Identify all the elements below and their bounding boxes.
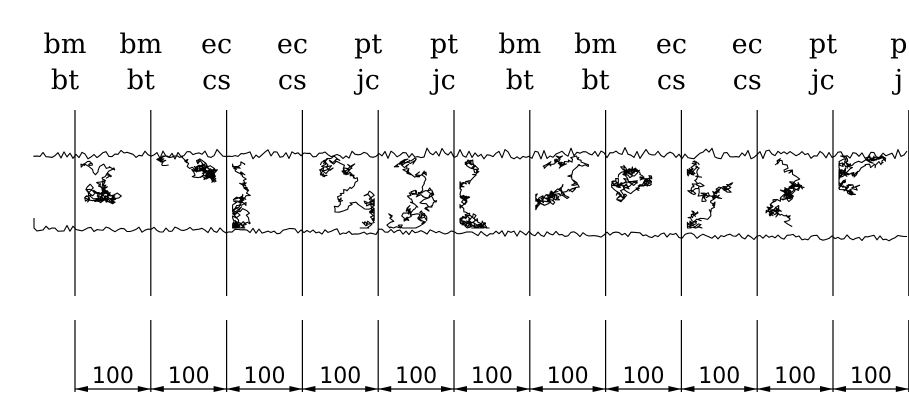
column-label-top: pt bbox=[809, 29, 837, 60]
column-labels: bm bt bm bt ec cs ec cs pt jc pt jc bm bt bm bt ec cs ec cs… bbox=[44, 29, 908, 96]
dimension-label: 100 bbox=[244, 364, 286, 389]
column-label-bottom: jc bbox=[808, 65, 835, 96]
arrowhead-right bbox=[820, 386, 833, 392]
divider-lines bbox=[75, 110, 909, 296]
dimension-label: 100 bbox=[547, 364, 589, 389]
arrowhead-left bbox=[681, 386, 694, 392]
arrowhead-left bbox=[227, 386, 240, 392]
arrowhead-right bbox=[744, 386, 757, 392]
arrowhead-right bbox=[441, 386, 454, 392]
dimension-label: 100 bbox=[395, 364, 437, 389]
dimension-label: 100 bbox=[698, 364, 740, 389]
arrowhead-right bbox=[138, 386, 151, 392]
column-label-bottom: cs bbox=[657, 65, 686, 96]
column-label-bottom: cs bbox=[733, 65, 762, 96]
cluster-trace bbox=[233, 162, 251, 228]
column-label-top: ec bbox=[732, 29, 763, 60]
column-label-bottom: bt bbox=[506, 65, 534, 96]
cluster-trace bbox=[612, 165, 652, 202]
column-label-top: pt bbox=[430, 29, 458, 60]
arrowhead-left bbox=[378, 386, 391, 392]
column-label-bottom: bt bbox=[582, 65, 610, 96]
dimension-label: 100 bbox=[623, 364, 665, 389]
column-label-top: bm bbox=[574, 29, 617, 60]
arrowhead-left bbox=[75, 386, 88, 392]
arrowhead-left bbox=[454, 386, 467, 392]
cluster-trace bbox=[387, 158, 437, 228]
trace-layer bbox=[34, 148, 907, 241]
dimension-label: 100 bbox=[319, 364, 361, 389]
cluster-trace bbox=[460, 160, 489, 228]
arrowhead-right bbox=[668, 386, 681, 392]
arrowhead-right bbox=[289, 386, 302, 392]
arrowhead-left bbox=[151, 386, 164, 392]
column-label-bottom: jc bbox=[429, 65, 456, 96]
column-label-bottom: bt bbox=[127, 65, 155, 96]
column-label-top: pt bbox=[354, 29, 382, 60]
cluster-trace bbox=[766, 159, 804, 227]
arrowhead-right bbox=[593, 386, 606, 392]
arrowhead-right bbox=[517, 386, 530, 392]
arrowhead-left bbox=[606, 386, 619, 392]
dimension-label: 100 bbox=[471, 364, 513, 389]
arrowhead-right bbox=[365, 386, 378, 392]
arrowhead-left bbox=[530, 386, 543, 392]
column-label-top: ec bbox=[277, 29, 308, 60]
column-label-top: bm bbox=[44, 29, 87, 60]
column-label-bottom: j bbox=[892, 65, 903, 96]
column-label-bottom: cs bbox=[202, 65, 231, 96]
arrowhead-right bbox=[896, 386, 909, 392]
column-label-top: ec bbox=[201, 29, 232, 60]
column-label-top: ec bbox=[656, 29, 687, 60]
dimension-label: 100 bbox=[168, 364, 210, 389]
cluster-trace bbox=[536, 156, 589, 210]
column-label-bottom: bt bbox=[51, 65, 79, 96]
dimension-row: 100 100 100 100 100 100 100 100 100 100 100 bbox=[75, 320, 909, 392]
cluster-trace bbox=[157, 156, 218, 182]
dimension-label: 100 bbox=[774, 364, 816, 389]
arrowhead-right bbox=[214, 386, 227, 392]
arrowhead-left bbox=[833, 386, 846, 392]
column-label-top: p bbox=[890, 29, 907, 60]
column-label-bottom: jc bbox=[353, 65, 380, 96]
arrowhead-left bbox=[757, 386, 770, 392]
top-edge-trace bbox=[34, 148, 907, 159]
arrowhead-left bbox=[302, 386, 315, 392]
column-label-top: bm bbox=[119, 29, 162, 60]
cluster-trace bbox=[319, 156, 374, 228]
column-label-bottom: cs bbox=[278, 65, 307, 96]
cluster-trace bbox=[81, 161, 121, 204]
dimension-label: 100 bbox=[850, 364, 892, 389]
cluster-trace bbox=[839, 156, 886, 195]
dimension-label: 100 bbox=[92, 364, 134, 389]
cluster-trace bbox=[687, 161, 732, 228]
column-label-top: bm bbox=[498, 29, 541, 60]
